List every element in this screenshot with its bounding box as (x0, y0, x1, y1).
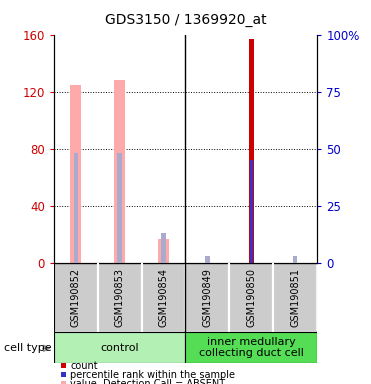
Bar (161, 233, 166, 263)
Bar (73, 153, 78, 263)
Bar (114, 80, 125, 263)
Text: control: control (100, 343, 139, 353)
Text: GSM190853: GSM190853 (115, 268, 125, 327)
Text: GSM190851: GSM190851 (290, 268, 300, 327)
FancyBboxPatch shape (273, 263, 317, 332)
Bar (158, 239, 169, 263)
Bar (293, 256, 298, 263)
Bar (70, 84, 81, 263)
Bar (205, 256, 210, 263)
Text: GSM190854: GSM190854 (158, 268, 168, 327)
FancyBboxPatch shape (98, 263, 142, 332)
Text: GSM190852: GSM190852 (71, 268, 81, 327)
Text: GDS3150 / 1369920_at: GDS3150 / 1369920_at (105, 13, 266, 27)
Text: cell type: cell type (4, 343, 51, 353)
FancyBboxPatch shape (186, 332, 317, 363)
FancyBboxPatch shape (186, 263, 229, 332)
FancyBboxPatch shape (54, 332, 185, 363)
Bar (250, 160, 253, 263)
FancyBboxPatch shape (54, 263, 98, 332)
Text: value, Detection Call = ABSENT: value, Detection Call = ABSENT (70, 379, 226, 384)
Text: count: count (70, 361, 98, 371)
Bar (118, 153, 122, 263)
FancyBboxPatch shape (229, 263, 273, 332)
Text: GSM190849: GSM190849 (203, 268, 213, 327)
Text: inner medullary
collecting duct cell: inner medullary collecting duct cell (199, 337, 304, 358)
Text: GSM190850: GSM190850 (246, 268, 256, 327)
Bar (249, 39, 254, 263)
FancyBboxPatch shape (142, 263, 186, 332)
Text: percentile rank within the sample: percentile rank within the sample (70, 370, 236, 380)
